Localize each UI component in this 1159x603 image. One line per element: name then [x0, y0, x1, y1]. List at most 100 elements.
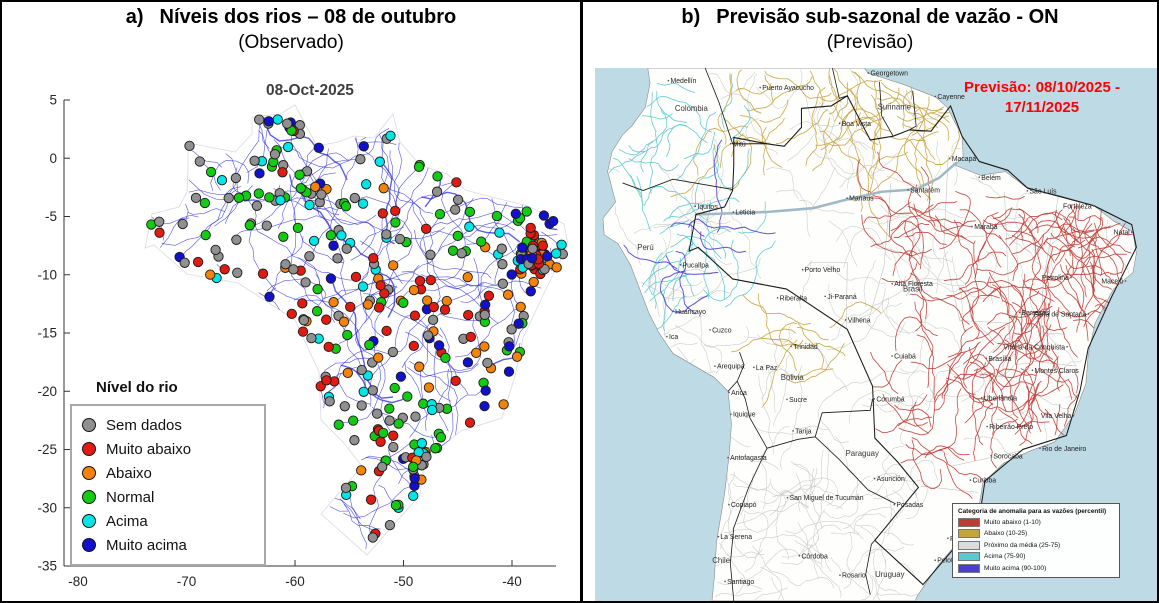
city-label: San Miguel de Tucumán [790, 493, 864, 502]
station-dot [480, 385, 491, 396]
forecast-river-network [608, 68, 1134, 601]
station-dot [541, 251, 553, 262]
station-dot [341, 243, 352, 254]
city-dot [1124, 280, 1127, 282]
station-dot [254, 114, 265, 125]
country-label: Chile [712, 556, 730, 565]
station-dot [464, 417, 476, 428]
city-label: Brasília [988, 353, 1012, 362]
station-dot [423, 382, 435, 393]
station-dot [308, 235, 320, 247]
station-dot [394, 233, 406, 245]
station-dot [422, 330, 434, 341]
station-dot [377, 208, 388, 219]
city-label: Santiago [727, 577, 754, 586]
city-dot [1130, 231, 1133, 234]
anomaly-legend-item: Abaixo (10-25) [958, 529, 1114, 539]
city-dot [1026, 190, 1029, 192]
station-dot [288, 264, 299, 275]
legend-color-dot [82, 442, 96, 456]
city-dot [786, 398, 788, 401]
station-dot [440, 352, 451, 364]
station-dot [388, 260, 399, 271]
country-label: Bolivia [781, 373, 804, 382]
x-tick-label: -40 [502, 574, 522, 589]
station-dot [494, 227, 505, 238]
anomaly-legend-swatch [958, 529, 980, 539]
legend-color-dot [82, 514, 96, 528]
station-dot [480, 299, 491, 310]
station-dot [409, 310, 421, 321]
panel-a-title: Níveis dos rios – 08 de outubro [159, 6, 457, 28]
city-dot [1072, 414, 1075, 417]
anomaly-legend-swatch [958, 563, 980, 573]
city-dot [839, 574, 841, 576]
station-dot [321, 314, 332, 325]
city-label: Barreiras [1022, 308, 1050, 317]
station-dot [280, 259, 291, 270]
city-label: Boa Vista [842, 119, 872, 128]
station-dot [410, 411, 421, 422]
city-label: Pelotas [937, 555, 960, 564]
station-dot [282, 118, 293, 129]
station-dot [517, 242, 528, 253]
station-dot [356, 400, 367, 411]
anomaly-legend-item: Próximo da média (25-75) [958, 540, 1114, 550]
station-dot [506, 324, 517, 335]
city-label: Mitú [733, 139, 746, 148]
station-dot [310, 181, 321, 193]
station-dot [456, 248, 467, 259]
legend-item-label: Normal [106, 488, 155, 506]
station-dot [374, 156, 385, 167]
x-tick-label: -80 [68, 574, 88, 589]
city-dot [679, 264, 682, 266]
city-dot [891, 355, 893, 357]
city-dot [990, 454, 993, 457]
city-label: Ribeirão Preto [989, 422, 1033, 431]
station-dot [367, 532, 378, 543]
city-label: Montes Claros [1035, 365, 1080, 374]
station-dot [418, 398, 429, 409]
panel-b-subtitle: (Previsão) [826, 32, 914, 53]
station-dot [425, 249, 436, 260]
legend-color-dot [82, 490, 96, 504]
city-label: Puerto Ayacucho [762, 83, 814, 92]
observed-river-levels-map: 08-Oct-2025 -80 -70 -60 -50 -40 5 0 -5 -10 -15 -20… [37, 82, 569, 589]
legend-item-label: Muito abaixo [106, 440, 192, 458]
station-dot [377, 461, 388, 473]
country-label: Brasil [903, 284, 923, 293]
station-dot [525, 286, 536, 297]
station-dot [433, 340, 445, 351]
city-label: Fortaleza [1063, 201, 1093, 210]
station-dot [385, 130, 396, 141]
y-tick-label: -35 [37, 559, 57, 574]
station-dot [463, 309, 474, 321]
station-dot [298, 315, 310, 326]
legend-color-dot [82, 466, 96, 480]
station-dot [190, 192, 202, 204]
station-dot [249, 155, 260, 166]
station-dot [408, 461, 419, 473]
station-dot [210, 244, 221, 256]
anomaly-legend-title: Categoria de anomalia para as vazões (pe… [958, 508, 1107, 515]
station-dot [304, 199, 315, 211]
city-label: Rio de Janeiro [1042, 443, 1086, 452]
station-dot [435, 432, 447, 443]
station-dot [527, 243, 538, 254]
station-dot [479, 341, 490, 352]
station-dot [476, 236, 487, 247]
city-dot [907, 188, 909, 191]
station-dot [179, 257, 190, 268]
station-dot [355, 154, 366, 165]
station-dot [450, 204, 461, 215]
city-dot [1018, 311, 1021, 314]
city-label: Córdoba [801, 551, 828, 560]
station-dot [194, 156, 205, 167]
station-dot [402, 391, 413, 402]
station-dot [356, 465, 367, 476]
city-dot [1092, 205, 1095, 207]
forecast-line-1: Previsão: 08/10/2025 - [964, 79, 1120, 96]
station-dot [264, 291, 275, 302]
station-dot [325, 273, 337, 284]
station-dot [251, 200, 263, 211]
